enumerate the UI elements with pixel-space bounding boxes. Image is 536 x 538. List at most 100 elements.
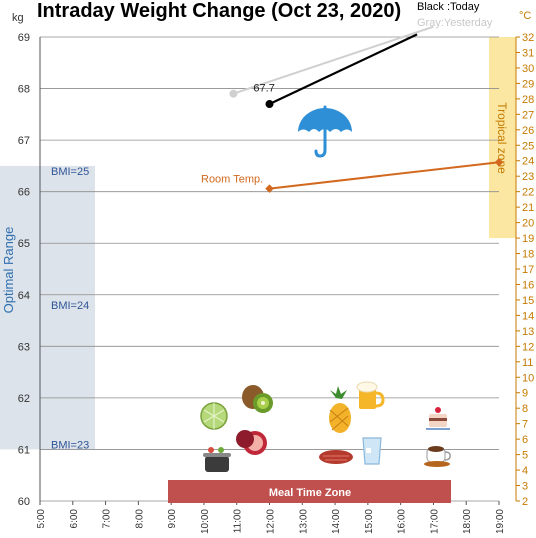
optimal-range-band [0,165,95,450]
x-tick-label: 7:00 [102,509,113,529]
pineapple-leaves [330,386,347,399]
tropical-zone-label: Tropical zone [495,102,509,174]
y2-tick-label: 28 [522,94,534,106]
room-temp-marker [494,158,504,167]
pot-body [205,456,229,472]
y2-tick-label: 4 [522,465,528,477]
y2-tick-label: 11 [522,357,533,369]
bmi-label: BMI=25 [51,166,89,178]
y2-tick-label: 15 [522,295,534,307]
water-glass-icon [362,437,382,465]
y2-tick-label: 9 [522,388,528,400]
y2-tick-label: 29 [522,78,534,90]
y2-tick-label: 30 [522,63,534,75]
bmi-label: BMI=23 [51,439,89,451]
y2-tick-label: 6 [522,434,528,446]
kiwi-icon [242,385,273,413]
steak-body [319,450,353,464]
pineapple-icon [329,386,351,433]
x-tick-label: 14:00 [331,509,342,534]
umbrella-icon [298,105,352,158]
melon-icon [200,402,228,430]
meal-time-zone-bar [168,480,451,503]
bmi-label: BMI=24 [51,300,89,312]
pot-veg [218,447,224,453]
pineapple-body [329,403,351,433]
steak-icon [319,450,353,464]
x-tick-label: 13:00 [298,509,309,534]
series-line-room-temp- [269,161,500,190]
cooking-pot-icon [203,447,231,472]
x-tick-label: 19:00 [495,509,506,534]
y2-tick-label: 31 [522,47,534,59]
y-tick-label: 60 [18,496,30,508]
room-temp-label: Room Temp. [201,174,263,186]
y-tick-label: 65 [18,238,30,250]
y2-tick-label: 13 [522,326,534,338]
y2-tick-label: 20 [522,218,534,230]
y2-tick-label: 10 [522,372,534,384]
y2-tick-label: 21 [522,202,534,214]
beer-handle [375,391,385,408]
y2-tick-label: 32 [522,32,534,44]
cup-handle [444,451,451,461]
legend-yesterday: Gray:Yesterday [417,17,493,29]
beer-mug [359,389,376,409]
y2-tick-label: 14 [522,310,534,322]
melon-net [203,403,225,429]
y-tick-label: 61 [18,444,30,456]
x-tick-label: 15:00 [364,509,375,534]
chart-title: Intraday Weight Change (Oct 23, 2020) [37,0,401,22]
steak-lines [323,455,349,461]
umbrella-handle [314,105,327,158]
x-tick-label: 8:00 [134,509,145,529]
y2-axis-unit: °C [519,10,531,22]
optimal-range-label: Optimal Range [1,227,16,314]
y2-tick-label: 2 [522,496,528,508]
glass-body [362,437,382,465]
y2-tick-label: 8 [522,403,528,415]
x-tick-label: 18:00 [462,509,473,534]
room-temp-marker [265,184,274,193]
y2-tick-label: 17 [522,264,534,276]
y-tick-label: 62 [18,393,30,405]
y2-tick-label: 7 [522,419,528,431]
y2-tick-label: 19 [522,233,534,245]
y2-tick-label: 25 [522,140,534,152]
y-tick-label: 63 [18,341,30,353]
pomegranate-whole [236,430,254,448]
cup-coffee [428,446,444,452]
y2-tick-label: 12 [522,341,534,353]
y2-tick-label: 22 [522,187,534,199]
kiwi-core [261,401,265,405]
beer-foam [356,381,378,393]
y2-tick-label: 5 [522,450,528,462]
y2-tick-label: 27 [522,109,534,121]
x-tick-label: 17:00 [429,509,440,534]
y-tick-label: 69 [18,32,30,44]
x-tick-label: 5:00 [36,509,47,529]
pineapple-pattern [329,407,349,431]
y-tick-label: 64 [18,290,30,302]
x-tick-label: 6:00 [69,509,80,529]
y-tick-label: 67 [18,135,30,147]
y-axis-unit: kg [12,12,24,24]
coffee-cup-icon [424,446,451,467]
series-marker [265,100,274,109]
pot-veg [208,447,214,453]
y-tick-label: 68 [18,84,30,96]
y2-tick-label: 18 [522,249,534,261]
y2-tick-label: 26 [522,125,534,137]
glass-ice [366,448,371,453]
series-marker [229,89,238,98]
y-tick-label: 66 [18,187,30,199]
legend-today: Black :Today [417,1,480,13]
y2-tick-label: 23 [522,171,534,183]
pot-lid [203,453,231,457]
beer-icon [356,381,385,409]
cake-cherry [435,407,441,413]
cake-layer [429,418,447,421]
y2-tick-label: 24 [522,156,534,168]
pomegranate-icon [236,430,267,455]
